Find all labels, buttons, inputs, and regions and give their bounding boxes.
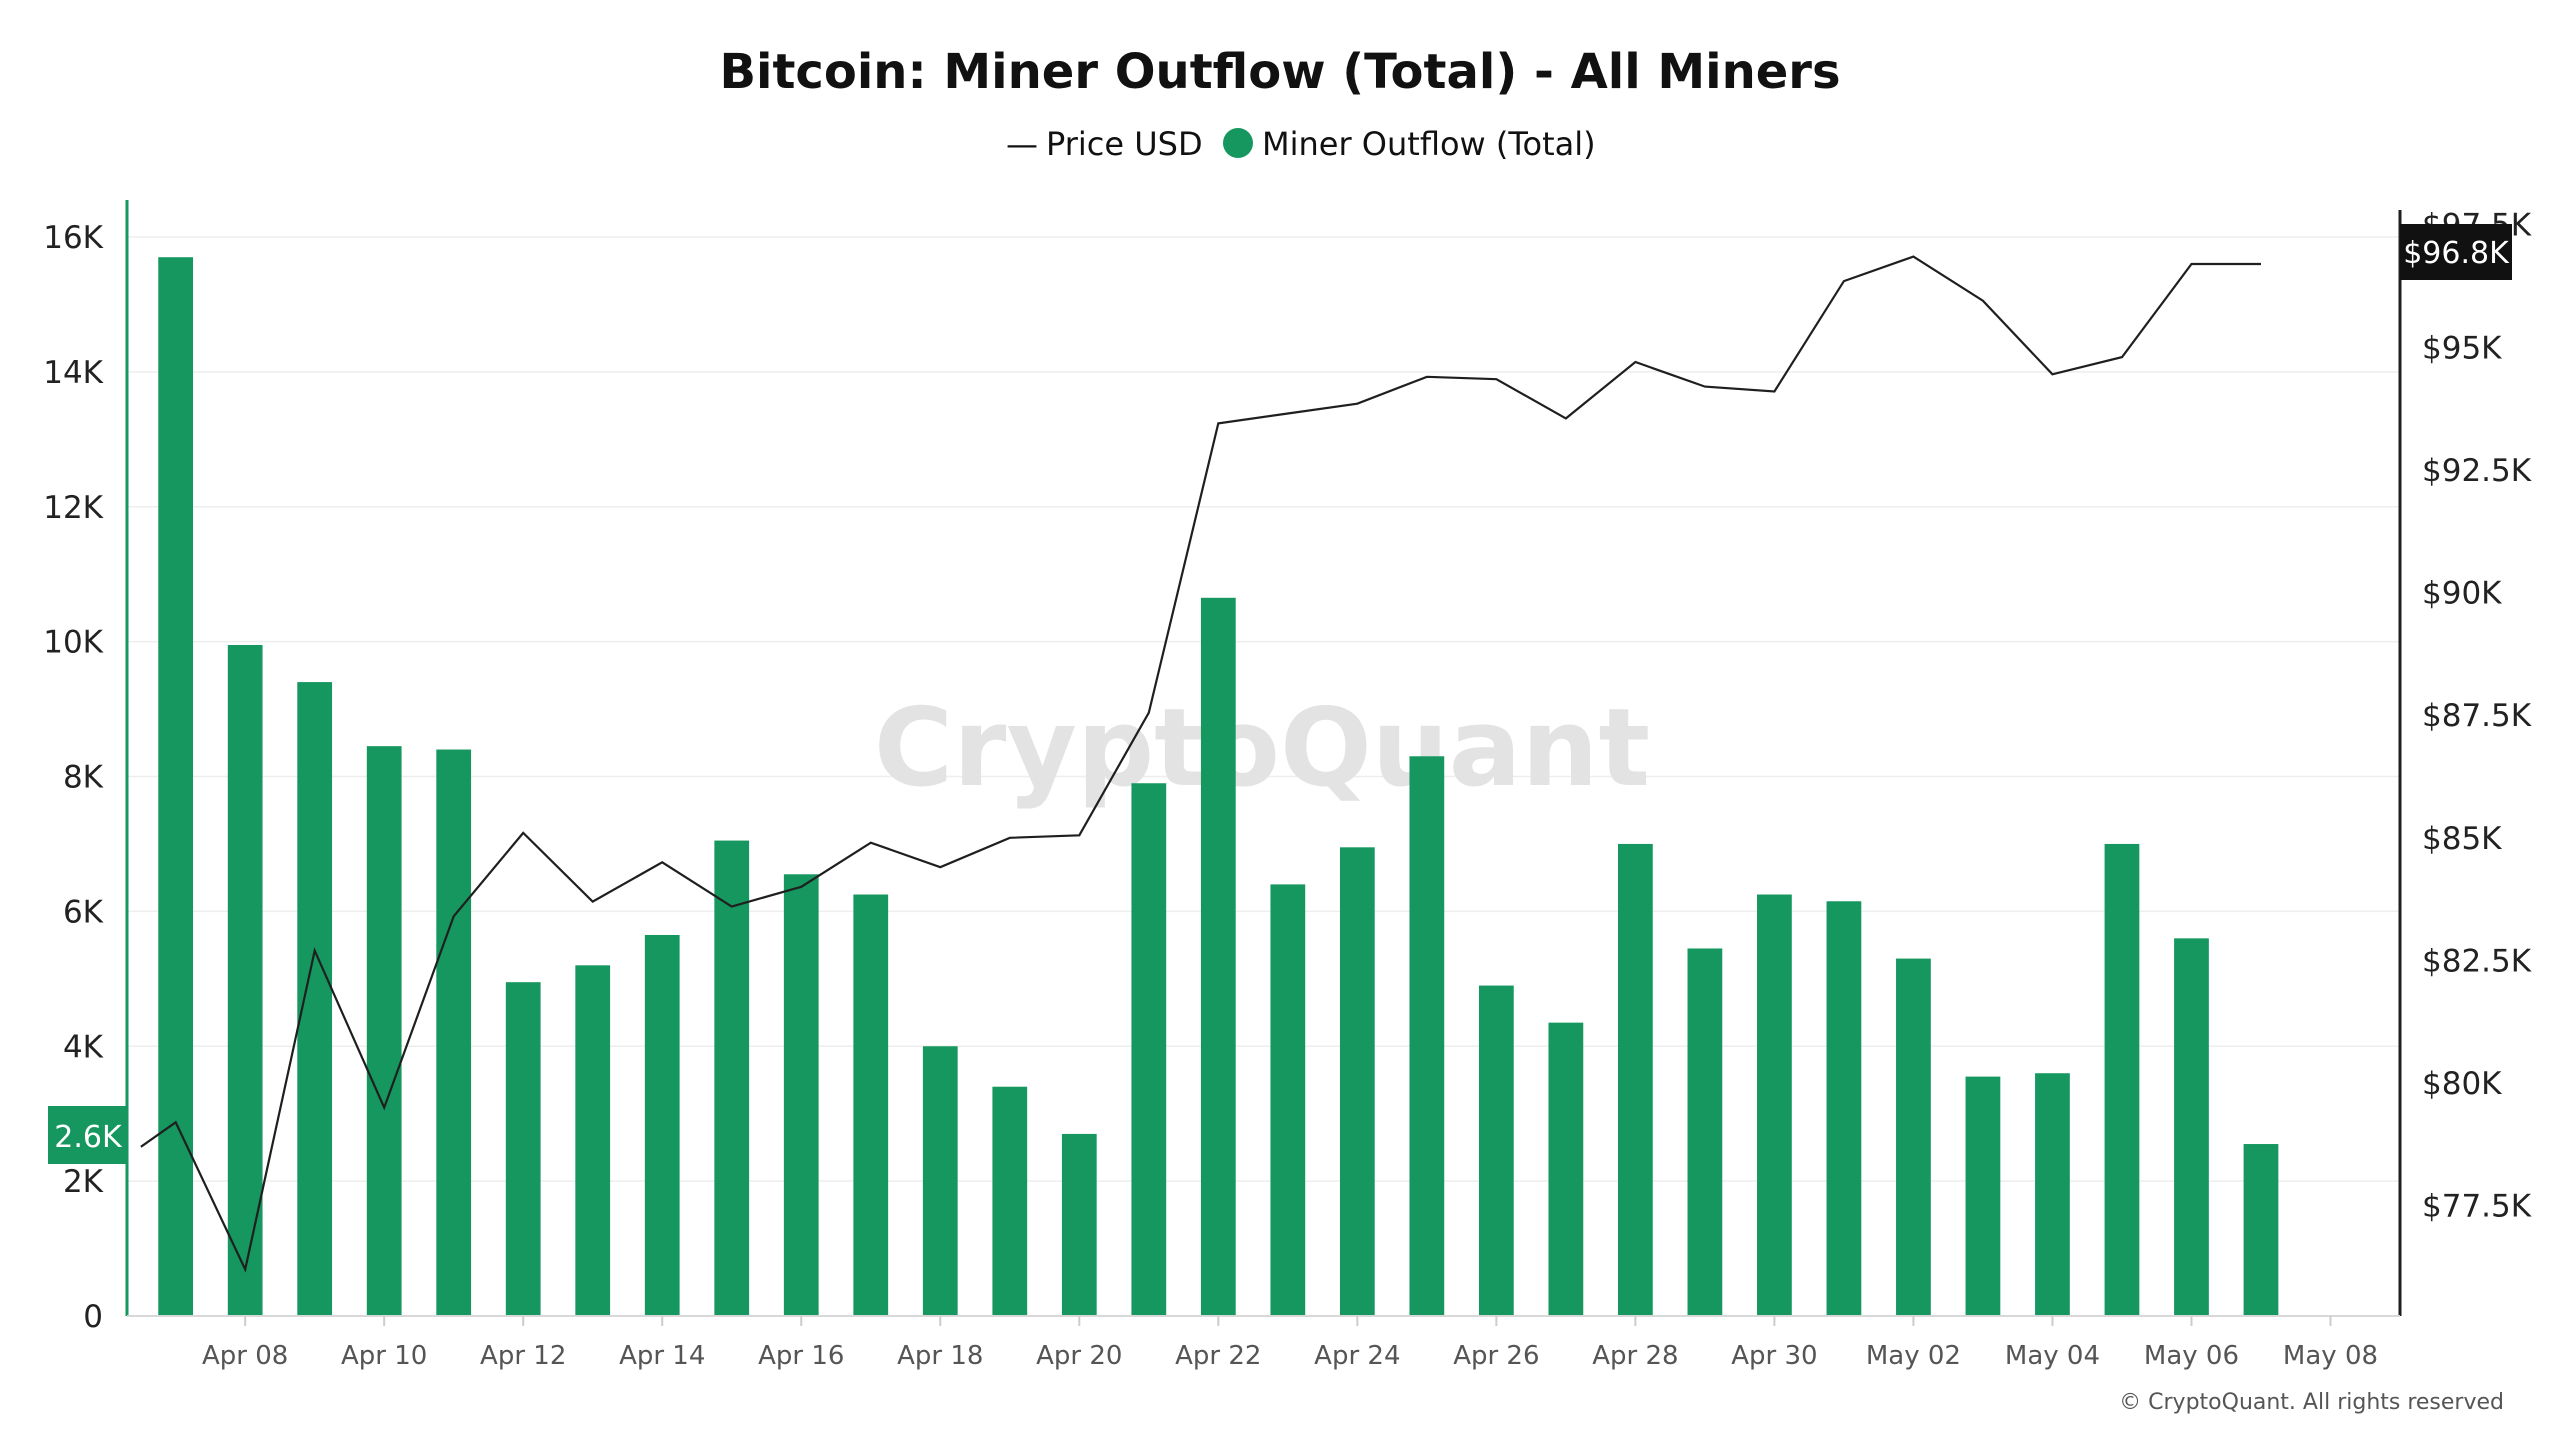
outflow-bar: [227, 644, 263, 1316]
right-tick-label: $87.5K: [2422, 698, 2532, 734]
outflow-bar: [992, 1086, 1028, 1316]
outflow-bar: [1826, 901, 1862, 1316]
outflow-bar: [575, 965, 611, 1316]
left-tick-label: 12K: [43, 490, 103, 526]
x-tick-label: Apr 10: [341, 1341, 427, 1371]
x-tick-label: Apr 22: [1175, 1341, 1261, 1371]
x-tick-label: May 02: [1866, 1341, 1961, 1371]
outflow-bar: [783, 874, 819, 1316]
x-tick-label: Apr 18: [897, 1341, 983, 1371]
outflow-bar: [297, 682, 333, 1316]
outflow-bar: [158, 257, 194, 1317]
outflow-bar: [1061, 1133, 1097, 1316]
left-badge-text: 2.6K: [54, 1120, 123, 1155]
legend: — Price USD Miner Outflow (Total): [1006, 125, 1596, 163]
x-tick-label: Apr 30: [1731, 1341, 1817, 1371]
x-tick-label: Apr 08: [202, 1341, 288, 1371]
outflow-bar: [714, 840, 750, 1316]
legend-item-outflow[interactable]: Miner Outflow (Total): [1223, 125, 1596, 163]
right-tick-label: $82.5K: [2422, 943, 2532, 979]
outflow-bar: [644, 934, 680, 1316]
legend-label-outflow: Miner Outflow (Total): [1262, 125, 1596, 163]
left-tick-label: 8K: [63, 760, 104, 796]
outflow-bar: [922, 1046, 958, 1316]
right-tick-label: $92.5K: [2422, 453, 2532, 489]
watermark: CryptoQuant: [874, 686, 1650, 811]
x-tick-label: Apr 26: [1453, 1341, 1539, 1371]
legend-label-price: Price USD: [1046, 125, 1203, 163]
left-tick-label: 4K: [63, 1029, 104, 1065]
outflow-bar: [505, 982, 541, 1316]
right-badge-text: $96.8K: [2403, 236, 2510, 271]
right-tick-label: $85K: [2422, 821, 2502, 857]
outflow-bar: [1757, 894, 1792, 1316]
x-tick-label: May 06: [2144, 1341, 2239, 1371]
outflow-bar: [1478, 985, 1514, 1316]
outflow-bar: [1339, 847, 1375, 1316]
outflow-bar: [2243, 1144, 2279, 1316]
outflow-bar: [1687, 948, 1723, 1316]
outflow-bar: [1131, 783, 1167, 1316]
right-tick-label: $77.5K: [2422, 1189, 2532, 1225]
x-tick-label: Apr 28: [1592, 1341, 1678, 1371]
x-tick-label: May 04: [2005, 1341, 2100, 1371]
x-tick-label: Apr 12: [480, 1341, 566, 1371]
left-badge-bg: [48, 1106, 128, 1164]
right-tick-label: $90K: [2422, 576, 2502, 612]
outflow-bar: [1409, 756, 1445, 1316]
x-tick-label: May 08: [2283, 1341, 2378, 1371]
outflow-bar: [1896, 958, 1931, 1316]
outflow-bar: [2174, 938, 2209, 1316]
left-axis-ticks: 0 2K 4K 6K 8K 10K 12K 14K 16K: [43, 220, 103, 1335]
price-line: [140, 255, 2261, 1273]
chart-title: Bitcoin: Miner Outflow (Total) - All Min…: [719, 44, 1840, 100]
left-value-badge: 2.6K: [48, 1106, 128, 1164]
legend-dot-outflow: [1223, 128, 1253, 158]
left-tick-label: 2K: [63, 1164, 104, 1200]
outflow-bar: [366, 746, 402, 1316]
outflow-bar: [853, 894, 889, 1316]
left-tick-label: 16K: [43, 220, 103, 256]
outflow-bar: [1270, 884, 1306, 1316]
outflow-bar: [1548, 1022, 1584, 1316]
x-tick-label: Apr 16: [758, 1341, 844, 1371]
outflow-bar: [2035, 1073, 2070, 1316]
legend-item-price[interactable]: — Price USD: [1006, 125, 1203, 163]
left-tick-label: 14K: [43, 355, 103, 391]
right-tick-label: $95K: [2422, 330, 2502, 366]
x-tick-label: Apr 14: [619, 1341, 705, 1371]
outflow-bar: [1200, 597, 1236, 1316]
left-tick-label: 10K: [43, 625, 103, 661]
x-tick-label: Apr 20: [1036, 1341, 1122, 1371]
right-value-badge: $96.8K: [2400, 224, 2512, 280]
right-badge-bg: [2400, 224, 2512, 280]
bar-series: [158, 257, 2279, 1317]
legend-line-symbol: —: [1006, 125, 1038, 163]
outflow-bar: [2104, 843, 2140, 1316]
right-tick-label: $80K: [2422, 1066, 2502, 1102]
right-axis-ticks: $77.5K $80K $82.5K $85K $87.5K $90K $92.5K $95K…: [2422, 208, 2532, 1225]
left-tick-label: 0: [83, 1299, 103, 1335]
outflow-bar: [436, 749, 472, 1316]
outflow-bar: [1618, 843, 1653, 1316]
outflow-bar: [1965, 1076, 2001, 1316]
x-tick-label: Apr 24: [1314, 1341, 1400, 1371]
copyright-footer: © CryptoQuant. All rights reserved: [2119, 1390, 2504, 1415]
left-tick-label: 6K: [63, 894, 104, 930]
x-axis-ticks: Apr 08 Apr 10 Apr 12 Apr 14 Apr 16 Apr 18 Apr …: [202, 1316, 2378, 1371]
